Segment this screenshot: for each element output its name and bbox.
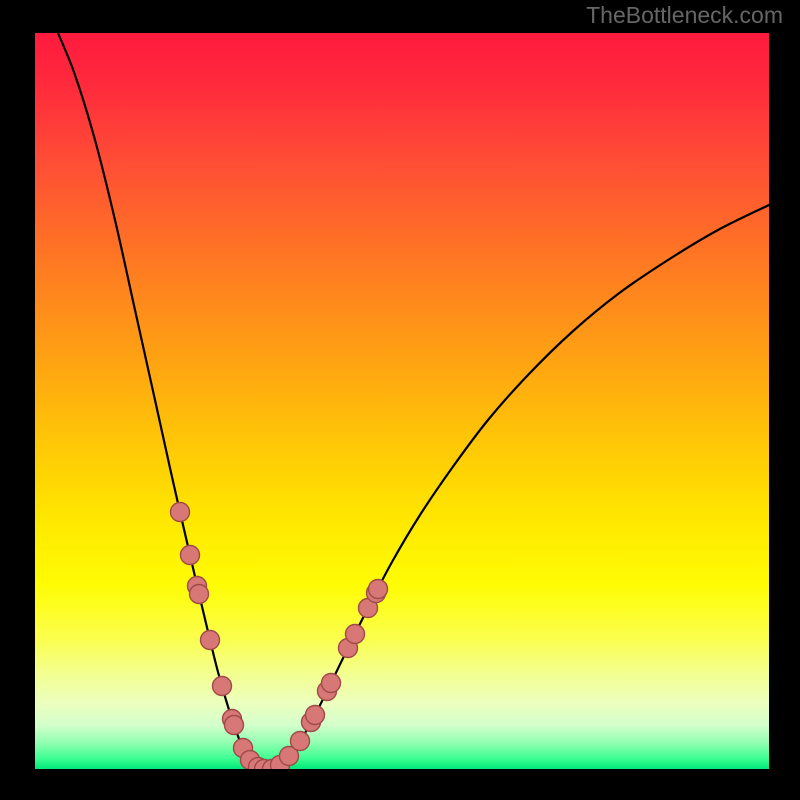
marker-dot bbox=[306, 706, 325, 725]
marker-dot bbox=[291, 732, 310, 751]
marker-dot bbox=[181, 546, 200, 565]
marker-dot bbox=[369, 580, 388, 599]
chart-background bbox=[35, 33, 769, 769]
marker-dot bbox=[171, 503, 190, 522]
marker-dot bbox=[346, 625, 365, 644]
marker-dot bbox=[201, 631, 220, 650]
marker-dot bbox=[225, 716, 244, 735]
watermark-text: TheBottleneck.com bbox=[586, 2, 783, 29]
marker-dot bbox=[322, 674, 341, 693]
marker-dot bbox=[213, 677, 232, 696]
marker-dot bbox=[190, 585, 209, 604]
